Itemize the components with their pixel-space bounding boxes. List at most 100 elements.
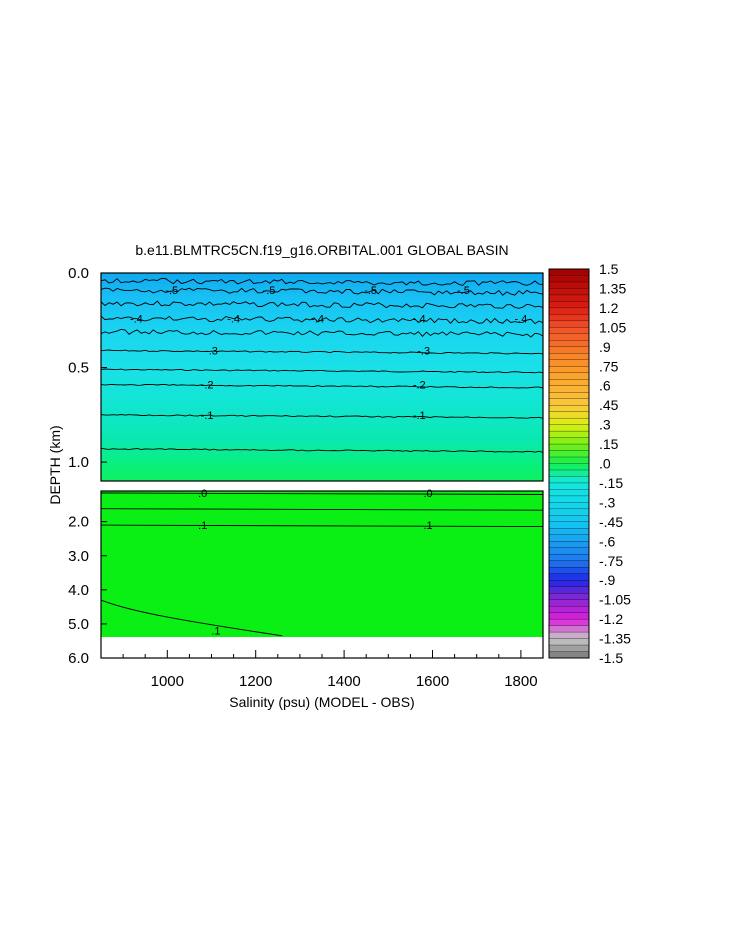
lower-contour-label: .1: [211, 626, 220, 638]
colorbar-label: .45: [599, 397, 619, 413]
upper-contour-label: -.5: [165, 285, 178, 297]
lower-contour-3: [100, 599, 283, 637]
colorbar: 1.5 1.35 1.2 1.05 .9 .75 .6 .45 .3 .15 .0 -.15 -.3 -.…: [548, 261, 631, 666]
y-axis-label: DEPTH (km): [47, 425, 63, 504]
lower-contour-0: [100, 492, 544, 495]
colorbar-segment: [548, 424, 590, 432]
colorbar-label: 1.2: [599, 300, 619, 316]
colorbar-label: -.15: [599, 475, 623, 491]
colorbar-segment: [548, 301, 590, 309]
upper-contour-label: -.3: [417, 346, 430, 358]
colorbar-segment: [548, 580, 590, 588]
colorbar-segment: [548, 631, 590, 640]
y-axis: 0.0 0.5 1.0 2.0 3.0 4.0 5.0 6.0: [68, 265, 107, 667]
colorbar-segment: [548, 586, 590, 594]
colorbar-segment: [548, 359, 590, 367]
colorbar-segment: [548, 294, 590, 302]
colorbar-segment: [548, 327, 590, 335]
y-tick-label: 5.0: [68, 616, 89, 633]
colorbar-segment: [548, 560, 590, 568]
colorbar-segment: [548, 385, 590, 393]
upper-contour-7: [100, 383, 544, 389]
colorbar-label: .6: [599, 378, 611, 394]
colorbar-segment: [548, 476, 590, 484]
colorbar-segment: [548, 346, 590, 354]
upper-contour-9: [100, 447, 544, 453]
upper-contour-label: -.2: [413, 380, 426, 392]
upper-contour-2: [100, 300, 544, 309]
colorbar-segment: [548, 638, 590, 646]
colorbar-segment: [548, 644, 590, 652]
lower-panel-fill: [101, 491, 543, 637]
upper-contour-4: [100, 328, 544, 338]
upper-contour-label: -.1: [413, 410, 426, 422]
colorbar-segment: [548, 398, 590, 406]
upper-contour-label: -.1: [201, 410, 214, 422]
colorbar-segment: [548, 463, 590, 471]
colorbar-segment: [548, 547, 590, 555]
colorbar-segment: [548, 495, 590, 503]
upper-contour-label: -.4: [311, 313, 324, 325]
x-axis: 1000 1200 1400 1600 1800: [122, 650, 538, 690]
x-tick-label: 1000: [151, 673, 184, 690]
x-tick-label: 1200: [239, 673, 272, 690]
colorbar-segment: [548, 411, 590, 419]
colorbar-segment: [548, 618, 590, 627]
upper-contour-label: -.3: [205, 346, 218, 358]
y-tick-label: 4.0: [68, 582, 89, 599]
y-tick-label: 0.0: [68, 265, 89, 282]
colorbar-segment: [548, 521, 590, 529]
colorbar-label: 1.05: [599, 319, 626, 335]
colorbar-segment: [548, 612, 590, 620]
colorbar-segment: [548, 469, 590, 477]
upper-contour-label: -.4: [130, 313, 143, 325]
upper-contour-label: -.4: [413, 313, 426, 325]
colorbar-segment: [548, 379, 590, 387]
colorbar-segment: [548, 515, 590, 523]
lower-contour-label: .1: [198, 520, 207, 532]
colorbar-label: .0: [599, 456, 611, 472]
colorbar-label: -1.2: [599, 611, 623, 627]
colorbar-frame: [548, 268, 590, 659]
colorbar-segment: [548, 372, 590, 380]
colorbar-segment: [548, 528, 590, 536]
upper-contour-1: [100, 287, 544, 296]
upper-panel-fill: [101, 273, 543, 481]
y-tick-label: 0.5: [68, 360, 89, 377]
x-tick-label: 1400: [327, 673, 360, 690]
colorbar-segment: [548, 593, 590, 601]
colorbar-segment: [548, 450, 590, 458]
colorbar-segment: [548, 489, 590, 497]
lower-contour-label: .0: [198, 488, 207, 500]
upper-contour-0: [100, 277, 544, 287]
colorbar-segment: [548, 625, 590, 633]
colorbar-segment: [548, 404, 590, 413]
colorbar-segment: [548, 502, 590, 510]
colorbar-segment: [548, 482, 590, 490]
chart-title: b.e11.BLMTRC5CN.f19_g16.ORBITAL.001 GLOB…: [135, 242, 508, 258]
x-tick-label: 1600: [416, 673, 449, 690]
y-tick-label: 2.0: [68, 514, 89, 531]
colorbar-label: .75: [599, 358, 619, 374]
colorbar-segment: [548, 541, 590, 549]
colorbar-label: .3: [599, 417, 611, 433]
upper-contour-5: [100, 349, 544, 355]
colorbar-segment: [548, 307, 590, 315]
colorbar-segment: [548, 508, 590, 516]
colorbar-segment: [548, 430, 590, 439]
lower-contour-2: [100, 524, 544, 528]
upper-contour-6: [100, 368, 544, 374]
colorbar-label: .9: [599, 339, 611, 355]
colorbar-label: -1.35: [599, 631, 631, 647]
y-tick-label: 6.0: [68, 650, 89, 667]
upper-contour-label: -.5: [263, 285, 276, 297]
upper-panel-frame: [100, 272, 544, 482]
colorbar-label: -.45: [599, 514, 623, 530]
colorbar-segment: [548, 275, 590, 283]
x-tick-label: 1800: [504, 673, 537, 690]
colorbar-segment: [548, 320, 590, 328]
x-axis-label: Salinity (psu) (MODEL - OBS): [229, 694, 414, 710]
colorbar-segment: [548, 599, 590, 607]
colorbar-label: 1.5: [599, 261, 619, 277]
colorbar-segment: [548, 288, 590, 296]
